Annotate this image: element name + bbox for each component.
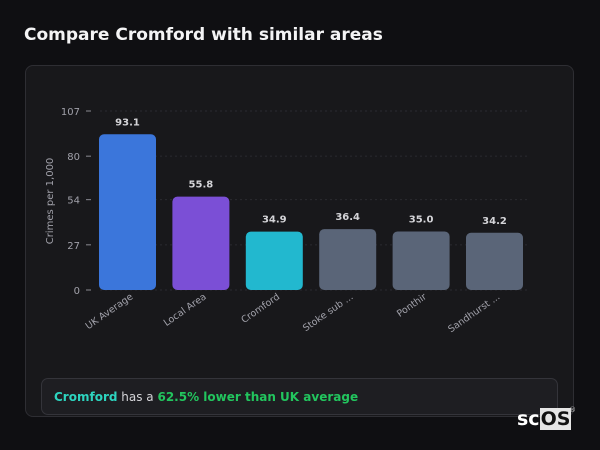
x-tick-label: Cromford xyxy=(239,291,282,325)
y-tick-label: 54 xyxy=(67,196,80,207)
summary-text: has a xyxy=(117,390,158,404)
y-tick-label: 80 xyxy=(67,152,80,163)
bar xyxy=(392,231,450,290)
summary-box: Cromford has a 62.5% lower than UK avera… xyxy=(41,378,558,415)
data-label: 36.4 xyxy=(335,212,360,223)
bar xyxy=(466,232,523,290)
y-tick-label: 27 xyxy=(67,241,80,252)
data-label: 35.0 xyxy=(409,214,434,225)
data-label: 93.1 xyxy=(115,117,140,128)
summary-area: Cromford xyxy=(54,390,118,404)
page-title: Compare Cromford with similar areas xyxy=(24,25,383,45)
y-axis-label: Crimes per 1,000 xyxy=(45,158,56,245)
registered-mark: ® xyxy=(569,406,576,414)
data-label: 34.2 xyxy=(482,216,507,227)
x-tick-label: Local Area xyxy=(162,291,209,328)
y-tick-label: 0 xyxy=(74,286,80,297)
bar xyxy=(319,229,377,290)
watermark-logo: scOS xyxy=(517,408,572,430)
summary-stat: 62.5% lower than UK average xyxy=(157,390,359,404)
y-tick-label: 107 xyxy=(61,107,80,118)
x-tick-label: Ponthir xyxy=(395,291,429,319)
bar xyxy=(172,196,230,290)
bar xyxy=(99,134,156,290)
data-label: 55.8 xyxy=(189,180,214,191)
data-label: 34.9 xyxy=(262,215,287,226)
x-tick-label: Stoke sub ... xyxy=(301,291,355,334)
bar xyxy=(245,231,303,290)
x-tick-label: Sandhurst ... xyxy=(446,291,502,335)
x-tick-label: UK Average xyxy=(84,291,136,332)
